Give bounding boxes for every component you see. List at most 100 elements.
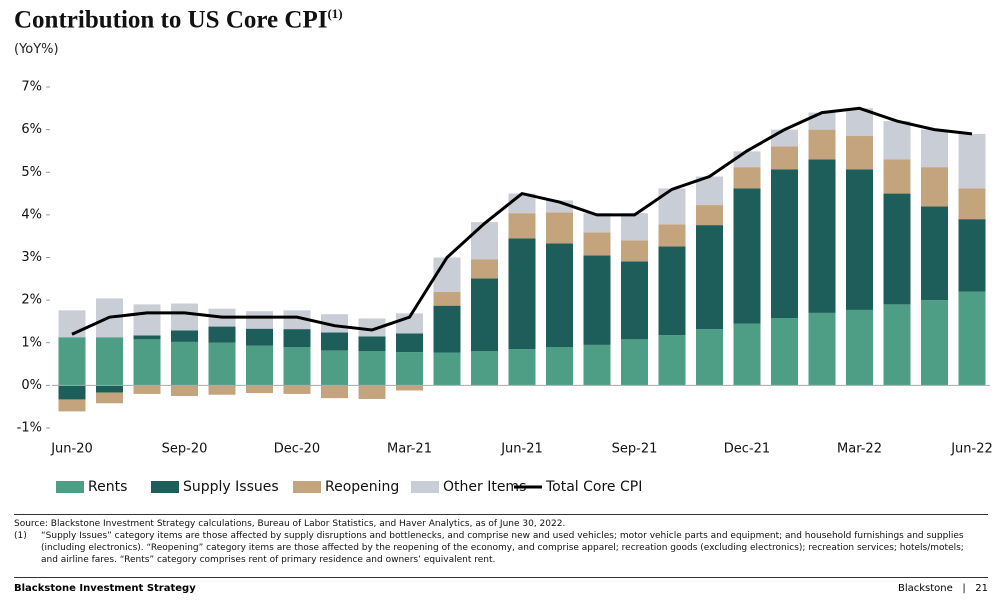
y-tick-label: 7% <box>21 80 42 95</box>
bar <box>583 344 611 386</box>
bar <box>283 347 311 386</box>
title: Contribution to US Core CPI(1) <box>14 6 343 34</box>
bar <box>208 385 236 395</box>
bar <box>883 193 911 305</box>
bar <box>58 337 86 386</box>
bar <box>546 212 573 244</box>
bar <box>396 352 423 386</box>
bar <box>171 385 198 397</box>
bar <box>433 305 461 353</box>
note-marker: (1) <box>14 531 27 541</box>
bar <box>171 330 198 342</box>
legend-label: Rents <box>88 479 127 495</box>
bar <box>171 341 198 386</box>
bar <box>546 243 573 348</box>
page-number: 21 <box>975 583 988 594</box>
y-tick-label: 1% <box>21 335 42 350</box>
legend-label: Reopening <box>325 479 399 495</box>
chart: -1% 0% 1% 2% 3% 4% 5% 6% 7% Jun-20 Sep-20 Dec-20 Mar… <box>17 80 993 496</box>
bar <box>471 259 498 279</box>
bar <box>846 309 873 386</box>
bar <box>921 167 948 207</box>
bar <box>658 224 686 247</box>
bar <box>433 352 461 386</box>
bar <box>546 347 573 386</box>
bar <box>921 300 948 386</box>
y-tick-label: 4% <box>21 207 42 222</box>
line <box>71 106 973 336</box>
footer-right: Blackstone | 21 <box>898 583 988 594</box>
bar <box>696 225 723 330</box>
bar <box>583 213 611 233</box>
bar <box>883 121 911 160</box>
rule <box>14 514 988 515</box>
legend-swatch <box>293 481 321 493</box>
bar <box>171 303 198 331</box>
bar <box>283 329 311 348</box>
bar <box>733 167 761 189</box>
bar <box>621 261 648 340</box>
x-tick-label: Sep-20 <box>162 442 208 457</box>
bar <box>696 329 723 386</box>
bar <box>133 339 161 386</box>
x-tick-label: Dec-20 <box>274 442 320 457</box>
bar <box>396 385 423 391</box>
bar <box>958 291 986 386</box>
bar <box>358 336 386 352</box>
y-tick-label: 5% <box>21 165 42 180</box>
bar <box>846 136 873 170</box>
bar <box>246 385 273 394</box>
bar <box>133 304 161 336</box>
bar <box>771 169 798 319</box>
bar <box>283 385 311 394</box>
legend-swatch <box>151 481 179 493</box>
bar <box>921 206 948 301</box>
bar <box>808 129 836 160</box>
bar <box>621 213 648 241</box>
legend-label: Supply Issues <box>183 479 279 495</box>
bar <box>433 292 461 306</box>
bar <box>321 350 348 386</box>
bar <box>696 205 723 226</box>
bar <box>958 188 986 220</box>
y-tick-label: 3% <box>21 250 42 265</box>
bar <box>208 326 236 343</box>
bar <box>696 176 723 206</box>
bar <box>733 151 761 168</box>
bar <box>583 232 611 256</box>
bar <box>658 246 686 336</box>
bar <box>283 310 311 330</box>
y-tick-label: 2% <box>21 293 42 308</box>
legend-swatch <box>411 481 439 493</box>
bar <box>321 332 348 351</box>
x-tick-label: Sep-21 <box>612 442 658 457</box>
footer-left: Blackstone Investment Strategy <box>14 583 196 594</box>
bar <box>208 342 236 386</box>
bar <box>733 323 761 386</box>
bar <box>583 255 611 345</box>
bar <box>771 129 798 147</box>
x-tick-label: Jun-22 <box>950 442 993 457</box>
bar <box>508 238 536 350</box>
x-tick-label: Dec-21 <box>724 442 770 457</box>
bar <box>771 146 798 170</box>
bar <box>808 312 836 386</box>
bar <box>96 385 123 393</box>
bar <box>246 328 273 346</box>
legend-label: Total Core CPI <box>545 479 642 495</box>
y-tick-label: -1% <box>17 421 42 436</box>
subtitle: (YoY%) <box>14 42 59 57</box>
y-tick-label: 6% <box>21 122 42 137</box>
note: (1) “Supply Issues” category items are th… <box>14 530 974 566</box>
bar <box>433 257 461 293</box>
bar <box>921 129 948 168</box>
legend-swatch <box>56 481 84 493</box>
bar <box>621 339 648 386</box>
bar <box>358 385 386 400</box>
legend-label: Other Items <box>443 479 526 495</box>
bar <box>396 333 423 353</box>
bar <box>508 349 536 386</box>
bar <box>358 318 386 337</box>
bar <box>846 169 873 310</box>
